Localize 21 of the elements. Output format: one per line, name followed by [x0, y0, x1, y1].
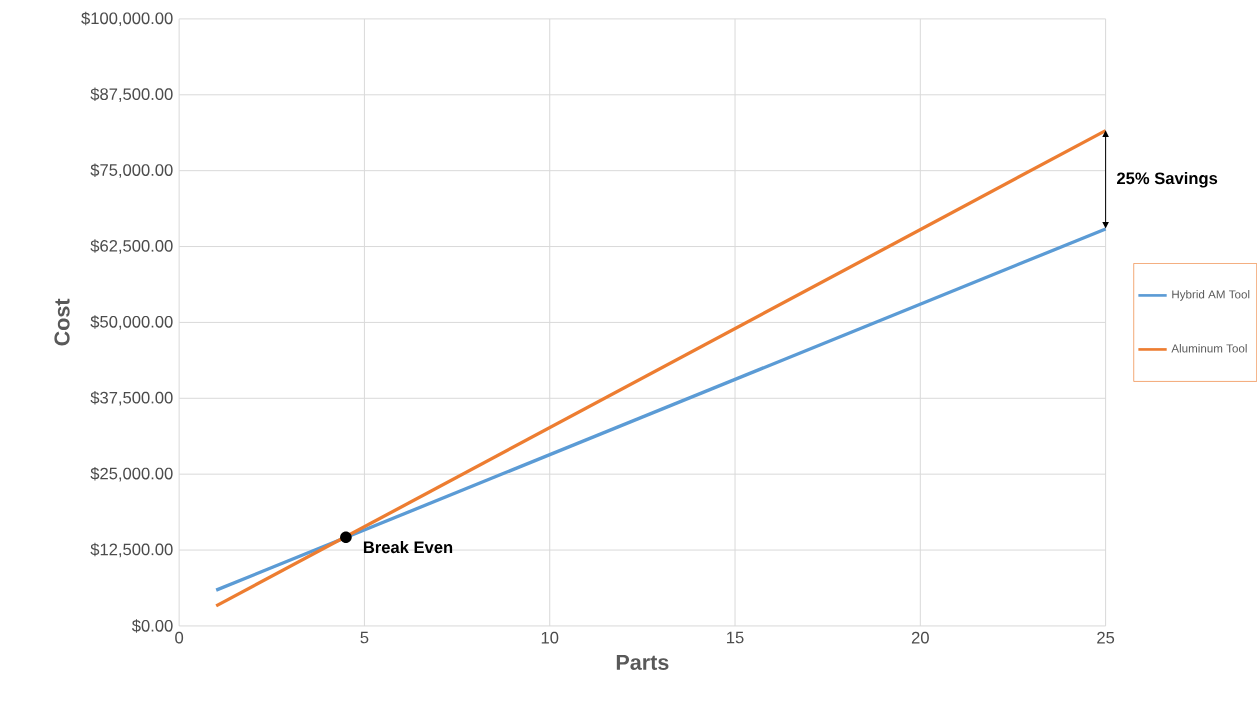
- x-axis-title: Parts: [616, 655, 669, 671]
- y-tick-label: $62,500.00: [90, 239, 173, 254]
- x-tick-label: 5: [360, 632, 369, 644]
- y-tick-label: $12,500.00: [90, 543, 173, 558]
- x-tick-label: 25: [1097, 632, 1115, 644]
- x-tick-label: 20: [911, 632, 929, 644]
- y-tick-label: $87,500.00: [90, 87, 173, 103]
- annotation: Break Even: [363, 541, 453, 554]
- legend-label: Hybrid AM Tool: [1172, 290, 1250, 302]
- text: 25% Savings: [1117, 172, 1218, 188]
- y-axis-title: Cost: [54, 298, 70, 346]
- legend-label: Aluminum Tool: [1171, 344, 1247, 353]
- y-tick-label: $0.00: [131, 619, 173, 633]
- y-tick-label: $100,000.00: [81, 11, 173, 27]
- y-tick-label: $50,000.00: [90, 315, 173, 330]
- x-tick-label: 15: [727, 632, 744, 644]
- x-tick-label: 10: [541, 632, 559, 644]
- x-tick-label: 0: [175, 632, 184, 644]
- y-tick-label: $37,500.00: [90, 391, 173, 406]
- y-tick-label: $75,000.00: [90, 163, 173, 179]
- y-tick-label: $25,000.00: [90, 467, 173, 482]
